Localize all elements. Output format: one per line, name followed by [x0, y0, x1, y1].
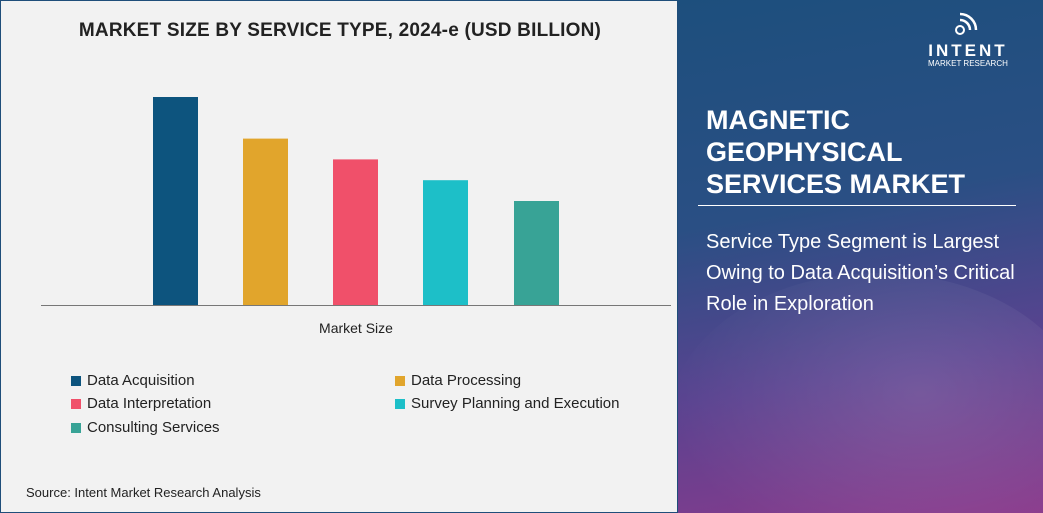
market-title: MAGNETIC GEOPHYSICAL SERVICES MARKET [706, 105, 966, 199]
legend-label: Data Acquisition [87, 372, 195, 389]
chart-panel: MARKET SIZE BY SERVICE TYPE, 2024-e (USD… [0, 0, 678, 513]
bar-consulting-services [514, 201, 559, 305]
legend-swatch [71, 398, 81, 409]
bar-survey-planning-and-execution [423, 180, 468, 305]
legend-label: Data Processing [411, 372, 522, 389]
source-note: Source: Intent Market Research Analysis [26, 485, 261, 500]
signal-icon [954, 12, 978, 35]
bar-data-processing [243, 138, 288, 305]
segment-summary: Service Type Segment is Largest Owing to… [706, 231, 1015, 315]
legend-item: Data Processing [395, 372, 521, 389]
legend-label: Survey Planning and Execution [411, 395, 620, 412]
logo-subtext: MARKET RESEARCH [928, 59, 1008, 68]
legend-swatch [395, 398, 405, 409]
legend-label: Consulting Services [87, 419, 220, 436]
chart-title: MARKET SIZE BY SERVICE TYPE, 2024-e (USD… [78, 20, 602, 41]
bar-chart [41, 97, 671, 306]
divider [698, 205, 1016, 206]
logo: INTENT MARKET RESEARCH [928, 10, 1008, 68]
legend-item: Data Interpretation [71, 395, 211, 412]
legend-swatch [71, 422, 81, 433]
bar-data-interpretation [333, 159, 378, 305]
info-panel: INTENT MARKET RESEARCH MAGNETIC GEOPHYSI… [678, 0, 1043, 513]
legend-item: Survey Planning and Execution [395, 395, 619, 412]
legend-item: Consulting Services [71, 419, 220, 436]
logo-text: INTENT [928, 41, 1008, 60]
bar-data-acquisition [153, 97, 198, 305]
legend-swatch [71, 375, 81, 386]
legend-label: Data Interpretation [87, 395, 212, 412]
legend-item: Data Acquisition [71, 372, 195, 389]
x-axis-label: Market Size [319, 320, 393, 336]
legend-swatch [395, 375, 405, 386]
